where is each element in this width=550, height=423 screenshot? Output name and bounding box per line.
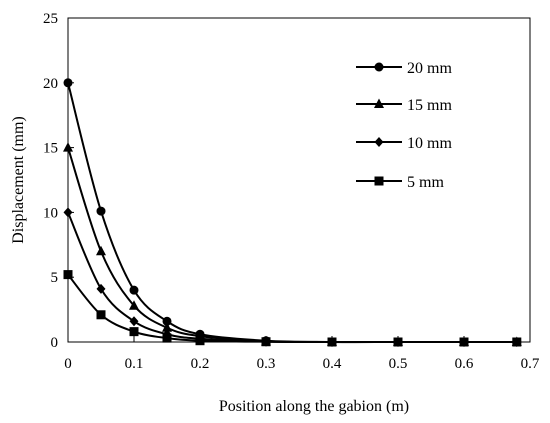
data-point [96, 245, 106, 256]
data-point [96, 206, 106, 216]
x-tick-label: 0.3 [257, 356, 276, 372]
data-point [195, 336, 205, 346]
legend-item: 5 mm [356, 174, 444, 191]
y-tick-label: 20 [43, 76, 58, 92]
y-axis-label: Displacement (mm) [10, 116, 27, 244]
data-point [162, 316, 172, 326]
legend-label: 20 mm [407, 60, 452, 77]
data-point [512, 337, 522, 347]
series-5-mm [63, 270, 522, 347]
data-point [129, 327, 139, 337]
y-tick-label: 25 [43, 11, 58, 27]
x-tick-label: 0.5 [389, 356, 408, 372]
data-point [129, 285, 139, 295]
data-point [162, 333, 172, 343]
series-10-mm [63, 207, 522, 347]
x-tick-label: 0.7 [521, 356, 540, 372]
series-layer [63, 78, 522, 347]
data-point [261, 337, 271, 347]
data-point [129, 300, 139, 310]
data-point [374, 62, 384, 72]
series-line [67, 273, 517, 344]
y-tick-label: 10 [43, 205, 58, 221]
data-point [96, 310, 106, 320]
x-tick-label: 0.6 [455, 356, 474, 372]
data-point [459, 337, 469, 347]
y-tick-label: 0 [51, 335, 59, 351]
legend-item: 10 mm [356, 135, 452, 152]
x-tick-label: 0.2 [191, 356, 210, 372]
data-point [327, 337, 337, 347]
legend-label: 15 mm [407, 97, 452, 114]
x-axis-label: Position along the gabion (m) [219, 398, 409, 415]
axes [67, 17, 531, 343]
data-point [374, 176, 384, 186]
data-point [129, 316, 139, 327]
legend-item: 20 mm [356, 60, 452, 77]
x-tick-label: 0.1 [125, 356, 144, 372]
y-tick-label: 15 [43, 141, 58, 157]
data-point [63, 78, 73, 88]
data-point [374, 98, 384, 108]
data-point [96, 283, 106, 294]
legend: 20 mm 15 mm 10 mm 5 mm [356, 60, 452, 191]
plot-frame [67, 17, 531, 343]
data-point [63, 142, 73, 152]
data-point [63, 270, 73, 280]
x-tick-label: 0.4 [323, 356, 342, 372]
legend-label: 5 mm [407, 174, 444, 191]
data-point [63, 207, 73, 218]
legend-item: 15 mm [356, 97, 452, 114]
series-15-mm [63, 142, 522, 346]
data-point [162, 322, 172, 332]
y-tick-label: 5 [51, 270, 59, 286]
legend-label: 10 mm [407, 135, 452, 152]
series-line [67, 147, 517, 344]
x-tick-label: 0 [64, 356, 72, 372]
data-point [374, 137, 384, 147]
data-point [393, 337, 403, 347]
ticks: 0 0.1 0.2 0.3 0.4 0.5 0.6 0.7 0 5 10 15 20 25 [43, 11, 540, 372]
